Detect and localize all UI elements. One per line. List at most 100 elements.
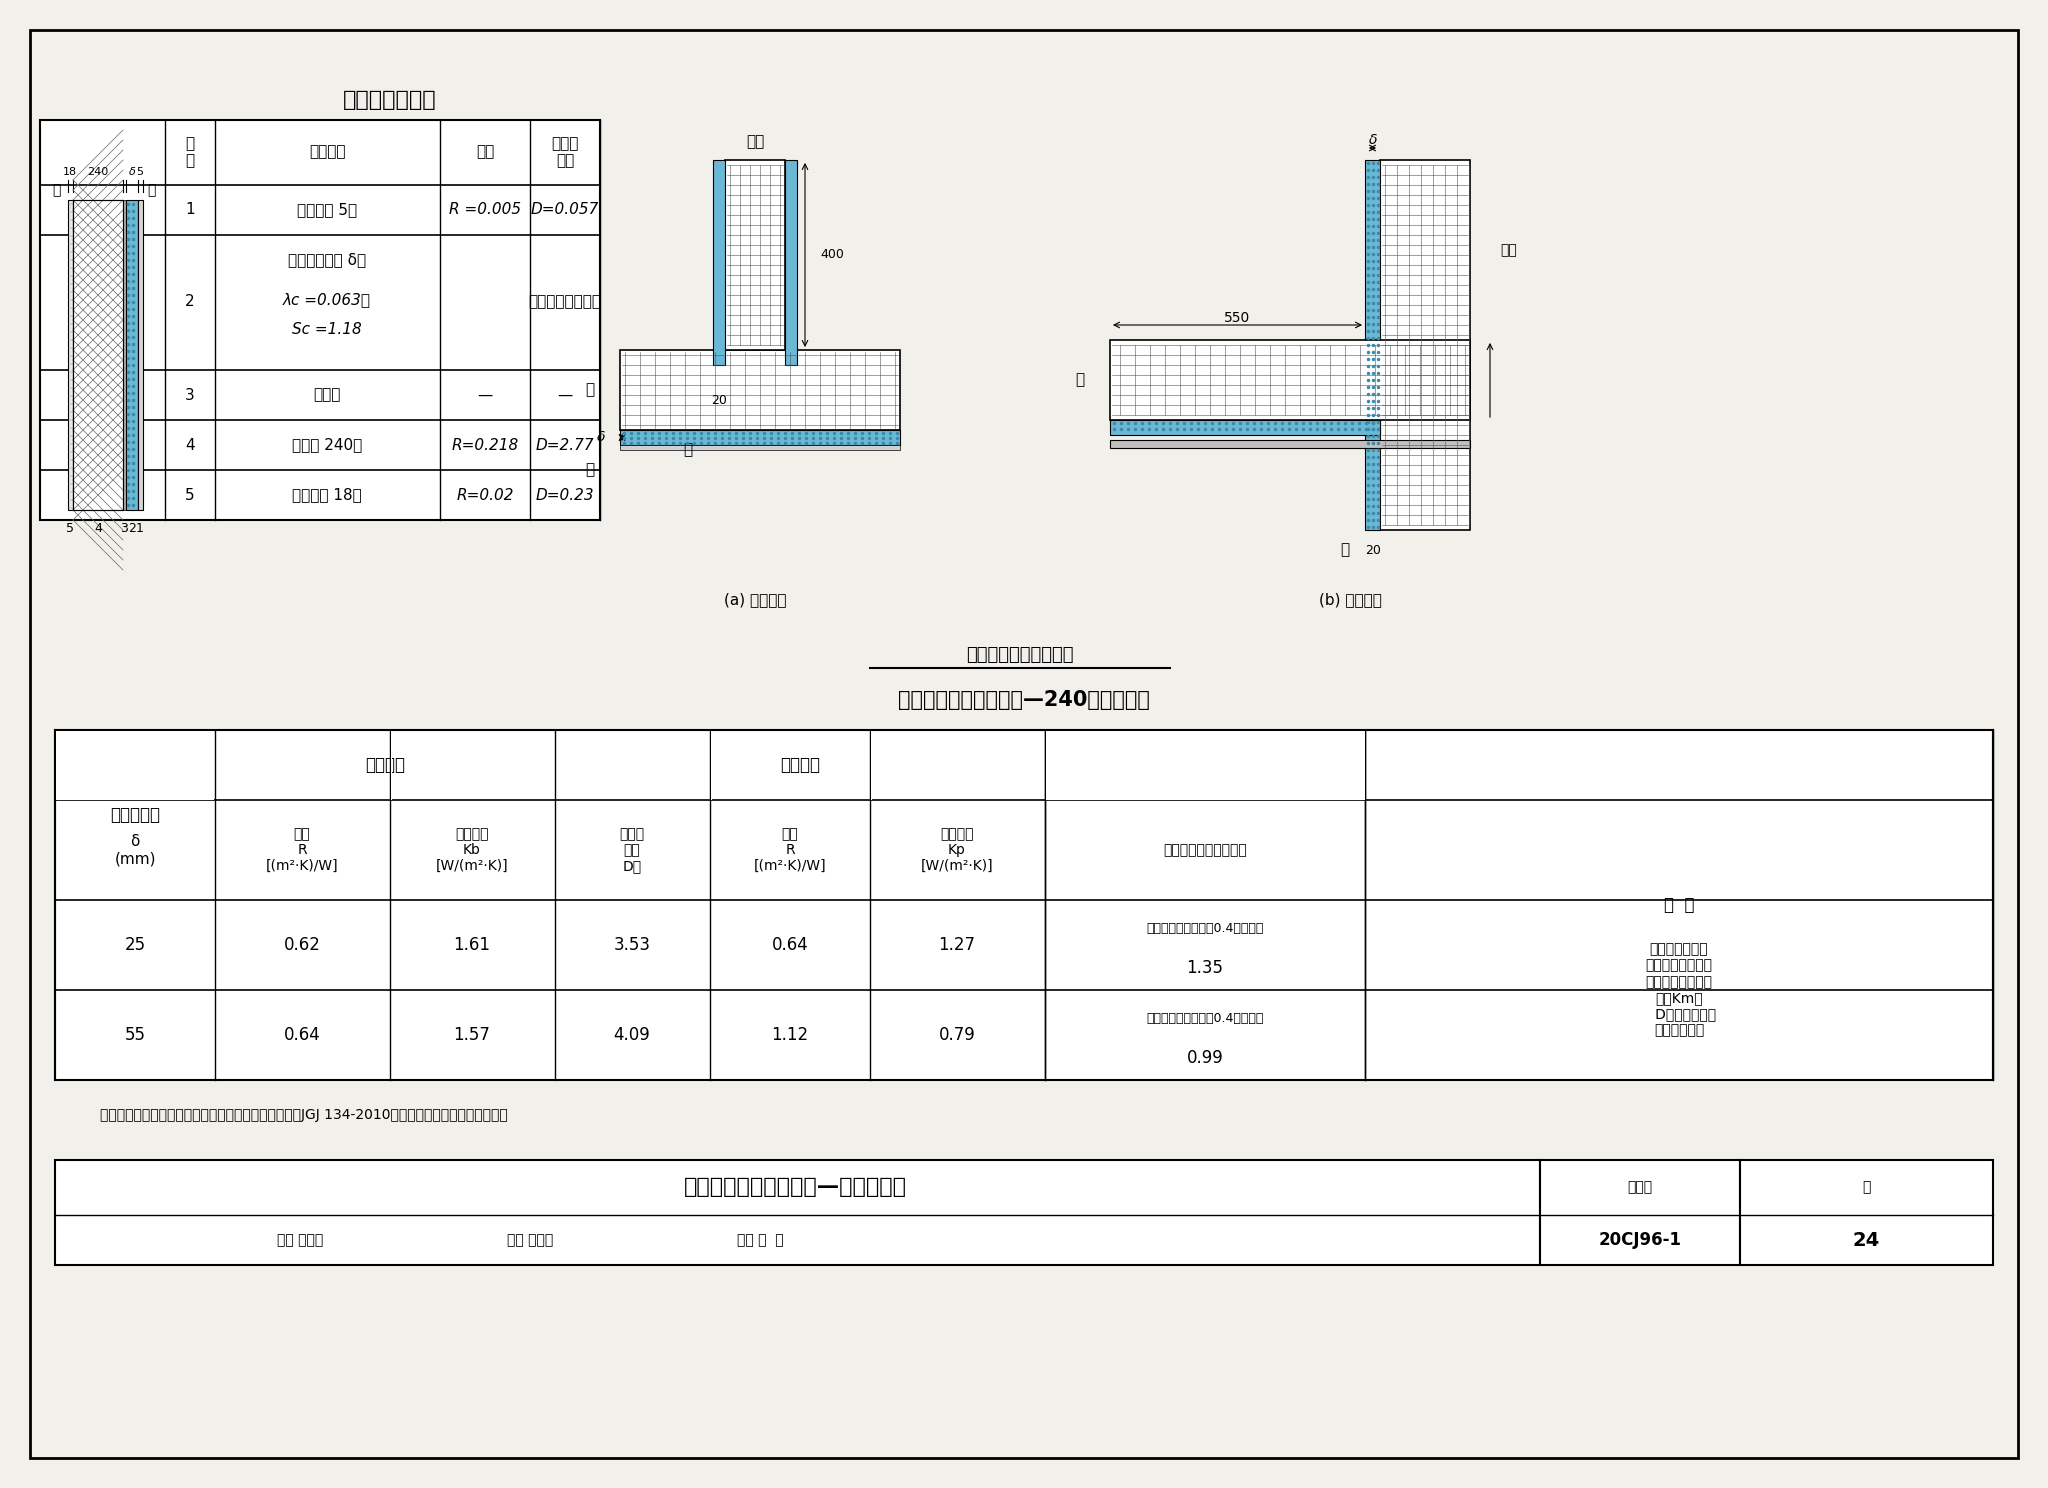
Text: 保温层厚度: 保温层厚度 [111, 806, 160, 824]
Text: 5: 5 [137, 167, 143, 177]
Text: (b) 剖面节点: (b) 剖面节点 [1319, 592, 1382, 607]
Text: 25: 25 [125, 936, 145, 954]
Text: 热阻
R
[(m²·K)/W]: 热阻 R [(m²·K)/W] [754, 827, 825, 873]
Bar [725, 161, 784, 350]
Text: 热惰性
指标
D值: 热惰性 指标 D值 [618, 827, 645, 873]
Text: 内: 内 [147, 183, 156, 196]
Text: 备  注: 备 注 [1663, 896, 1694, 914]
Text: 注：本表根据《夏热冬冷地区居住建筑节能设计标准》JGJ 134-2010编制，可供夏热冬暖地区参考。: 注：本表根据《夏热冬冷地区居住建筑节能设计标准》JGJ 134-2010编制，可… [100, 1109, 508, 1122]
Text: 外墙平均传热系数Km
[W/(m²·K)]: 外墙平均传热系数Km [W/(m²·K)] [1161, 750, 1249, 780]
Bar [74, 199, 123, 510]
Text: Sc =1.18: Sc =1.18 [293, 323, 362, 338]
Text: 20: 20 [711, 393, 727, 406]
Text: 主体部位: 主体部位 [780, 756, 819, 774]
Bar [621, 445, 899, 449]
Text: 内: 内 [684, 442, 692, 457]
Bar [621, 430, 899, 445]
Text: 5: 5 [184, 488, 195, 503]
Text: 外: 外 [586, 463, 594, 478]
Text: 水泥砂浆 18厚: 水泥砂浆 18厚 [293, 488, 362, 503]
Text: (a) 平面节点: (a) 平面节点 [723, 592, 786, 607]
Bar [621, 350, 899, 430]
Text: 传热系数
Kb
[W/(m²·K)]: 传热系数 Kb [W/(m²·K)] [436, 827, 508, 873]
Text: 夏热冬冷地区居住建筑: 夏热冬冷地区居住建筑 [1163, 844, 1247, 857]
Text: 1.57: 1.57 [453, 1027, 489, 1045]
Text: 传热系数
Kp
[W/(m²·K)]: 传热系数 Kp [W/(m²·K)] [922, 827, 993, 873]
Bar [127, 199, 137, 510]
Bar [1741, 1161, 1993, 1265]
Bar [137, 199, 143, 510]
Text: 设计 顾  耀: 设计 顾 耀 [737, 1234, 782, 1247]
Text: 外墙内保温热工性能表—240厚灰砂砖墙: 外墙内保温热工性能表—240厚灰砂砖墙 [899, 690, 1149, 710]
Text: —: — [477, 387, 494, 402]
Text: 24: 24 [1851, 1231, 1880, 1250]
Text: 灰砂砖 240厚: 灰砂砖 240厚 [293, 437, 362, 452]
Bar [55, 731, 1993, 1080]
Text: δ: δ [1368, 132, 1376, 147]
Text: 根据设计厚度取值: 根据设计厚度取值 [528, 295, 602, 310]
Text: 热惰性
指标: 热惰性 指标 [551, 135, 580, 168]
Text: δ
(mm): δ (mm) [115, 833, 156, 866]
Text: 内: 内 [586, 382, 594, 397]
Bar [123, 199, 127, 510]
Text: 抗裂砂浆 5厚: 抗裂砂浆 5厚 [297, 202, 356, 217]
Text: R =0.005: R =0.005 [449, 202, 520, 217]
Text: 4: 4 [184, 437, 195, 452]
Text: 内: 内 [1075, 372, 1085, 387]
Text: δ: δ [596, 430, 604, 443]
Bar [55, 731, 213, 801]
Text: 3: 3 [184, 387, 195, 402]
Text: （适用于体形系数＜0.4时选用）: （适用于体形系数＜0.4时选用） [1147, 921, 1264, 934]
Text: 外墙内保温构造示意图: 外墙内保温构造示意图 [967, 646, 1073, 664]
Text: 外墙内保温热工性能表—灰砂砖墙体: 外墙内保温热工性能表—灰砂砖墙体 [684, 1177, 907, 1196]
Text: 校对 刘雅琨: 校对 刘雅琨 [506, 1234, 553, 1247]
Text: 0.79: 0.79 [938, 1027, 975, 1045]
Text: 0.64: 0.64 [772, 936, 809, 954]
Text: 1.61: 1.61 [453, 936, 492, 954]
Bar [41, 121, 600, 519]
Text: 1.12: 1.12 [772, 1027, 809, 1045]
Text: 表中外墙传热系
数为包括结构性热
桥在内的平均传热
系数Km。
   D是外墙主体部
位热惰性指标: 表中外墙传热系 数为包括结构性热 桥在内的平均传热 系数Km。 D是外墙主体部 … [1642, 942, 1716, 1037]
Bar [1110, 440, 1470, 448]
Bar [74, 199, 123, 510]
Text: 热阻
R
[(m²·K)/W]: 热阻 R [(m²·K)/W] [266, 827, 338, 873]
Text: 1.35: 1.35 [1186, 958, 1223, 978]
Text: R=0.02: R=0.02 [457, 488, 514, 503]
Bar [55, 1161, 1540, 1265]
Text: D=2.77: D=2.77 [537, 437, 594, 452]
Text: 4: 4 [94, 521, 102, 534]
Text: 1.27: 1.27 [938, 936, 975, 954]
Text: 图集号: 图集号 [1628, 1180, 1653, 1193]
Text: 2: 2 [184, 295, 195, 310]
Text: 隔墙: 隔墙 [745, 134, 764, 149]
Text: 20CJ96-1: 20CJ96-1 [1599, 1231, 1681, 1248]
Text: 5: 5 [66, 521, 74, 534]
Text: 序
号: 序 号 [186, 135, 195, 168]
Text: 550: 550 [1225, 311, 1249, 324]
Text: 热阻: 热阻 [475, 144, 494, 159]
Bar [1110, 339, 1470, 420]
Text: D=0.23: D=0.23 [537, 488, 594, 503]
Text: 0.64: 0.64 [283, 1027, 319, 1045]
Text: R=0.218: R=0.218 [451, 437, 518, 452]
Text: λc =0.063；: λc =0.063； [283, 293, 371, 308]
Text: 400: 400 [819, 248, 844, 262]
Text: 3: 3 [121, 521, 127, 534]
Text: 界面剂: 界面剂 [313, 387, 340, 402]
Text: 0.99: 0.99 [1186, 1049, 1223, 1067]
Bar [784, 161, 797, 365]
Bar [1110, 420, 1380, 434]
Text: 0.62: 0.62 [283, 936, 319, 954]
Text: 外: 外 [1341, 543, 1350, 558]
Text: 外墙内保温做法: 外墙内保温做法 [344, 89, 436, 110]
Bar [1366, 161, 1380, 530]
Bar [1540, 1161, 1741, 1265]
Text: 1: 1 [184, 202, 195, 217]
Bar [1380, 161, 1470, 530]
Text: δ: δ [129, 167, 135, 177]
Text: 热桥部位: 热桥部位 [365, 756, 406, 774]
Text: 55: 55 [125, 1027, 145, 1045]
Text: 2: 2 [129, 521, 135, 534]
Text: 20: 20 [1366, 543, 1380, 557]
Text: 审核 孙丹娜: 审核 孙丹娜 [276, 1234, 324, 1247]
